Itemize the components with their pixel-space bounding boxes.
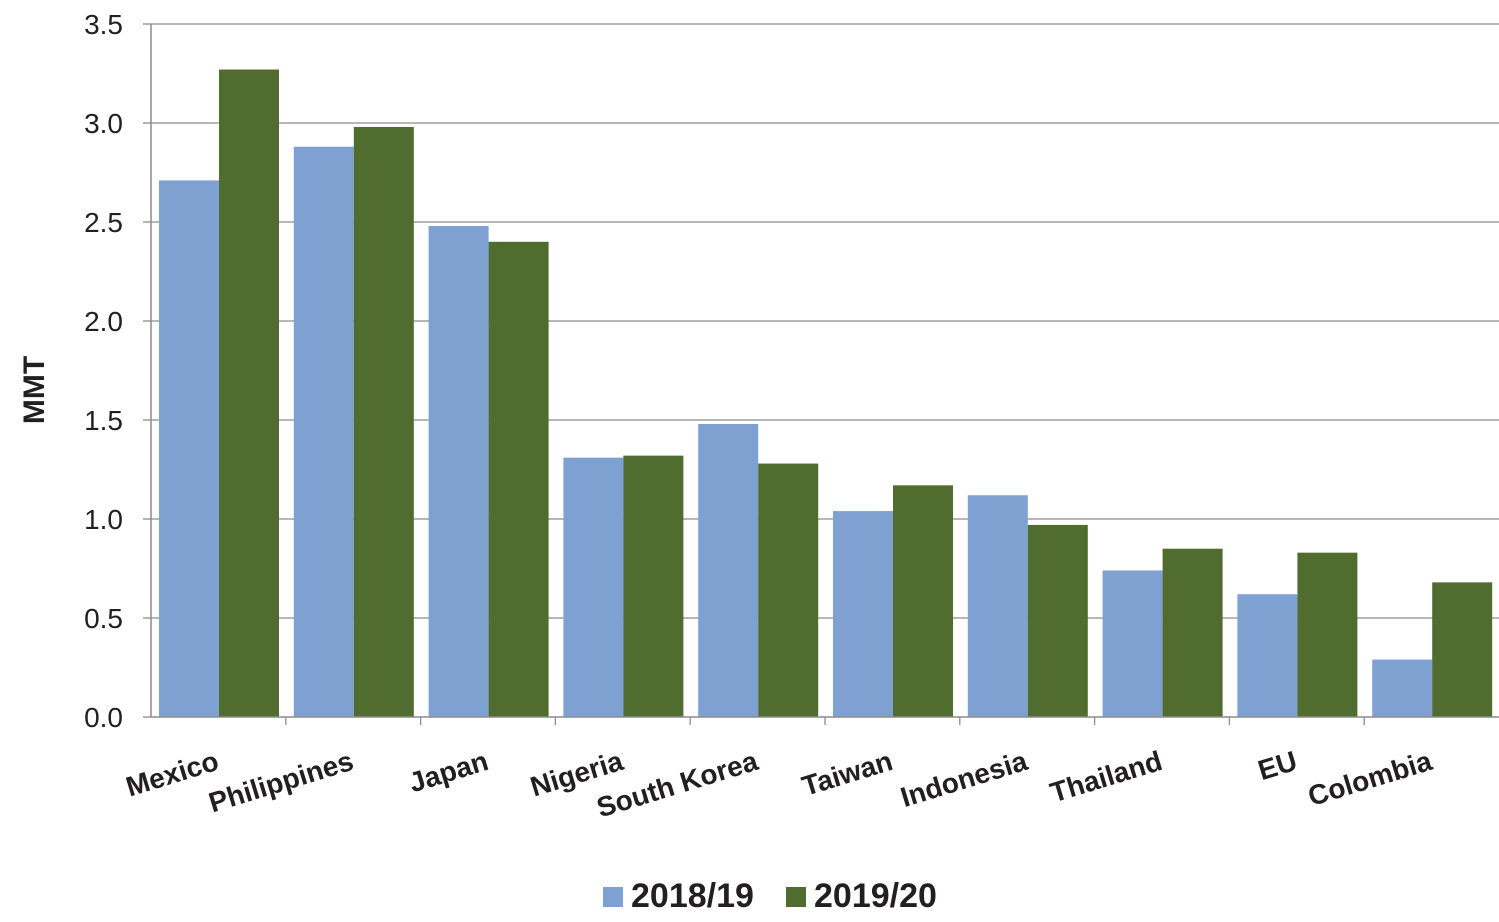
x-category-label: Taiwan	[798, 745, 896, 802]
y-tick-label: 3.0	[84, 108, 123, 139]
legend-label: 2018/19	[631, 877, 754, 915]
axes	[143, 23, 1499, 725]
bar-2018-19-south-korea	[698, 423, 759, 717]
bar-2019-20-mexico	[219, 69, 279, 718]
x-category-label: Japan	[405, 745, 491, 798]
legend-swatch	[603, 887, 623, 907]
x-category-label: Thailand	[1047, 745, 1166, 808]
bar-2019-20-thailand	[1162, 548, 1223, 717]
y-axis-title: MMT	[18, 356, 51, 424]
bar-2019-20-colombia	[1432, 582, 1493, 717]
x-category-label: Philippines	[205, 745, 357, 818]
y-tick-label: 0.0	[84, 702, 123, 733]
bar-2018-19-nigeria	[563, 457, 624, 717]
y-tick-label: 2.0	[84, 306, 123, 337]
bar-2018-19-indonesia	[967, 495, 1028, 717]
bar-2019-20-philippines	[353, 126, 414, 717]
bar-2018-19-taiwan	[833, 511, 893, 717]
legend-swatch	[786, 887, 806, 907]
bar-2018-19-philippines	[293, 146, 354, 717]
bar-2018-19-thailand	[1102, 570, 1163, 717]
bars	[159, 69, 1493, 718]
y-tick-label: 3.5	[84, 9, 123, 40]
y-tick-label: 2.5	[84, 207, 123, 238]
y-tick-labels: 0.0 0.5 1.0 1.5 2.0 2.5 3.0 3.5	[84, 9, 123, 733]
x-category-label: Indonesia	[897, 745, 1031, 813]
bar-2019-20-nigeria	[623, 455, 684, 717]
bar-2018-19-eu	[1237, 594, 1298, 717]
bar-2019-20-indonesia	[1027, 524, 1088, 717]
x-category-label: Colombia	[1304, 745, 1435, 812]
legend: 2018/19 2019/20	[603, 877, 937, 915]
legend-label: 2019/20	[814, 877, 937, 915]
y-tick-label: 0.5	[84, 603, 123, 634]
bar-2019-20-japan	[488, 241, 549, 718]
bar-2019-20-eu	[1297, 552, 1358, 717]
x-category-label: EU	[1254, 745, 1300, 786]
bar-2019-20-south-korea	[758, 463, 819, 717]
bar-2018-19-mexico	[159, 180, 219, 718]
bar-2018-19-colombia	[1372, 659, 1433, 717]
bar-2018-19-japan	[428, 225, 489, 717]
bar-2019-20-taiwan	[893, 485, 953, 717]
y-tick-label: 1.5	[84, 405, 123, 436]
y-tick-label: 1.0	[84, 504, 123, 535]
